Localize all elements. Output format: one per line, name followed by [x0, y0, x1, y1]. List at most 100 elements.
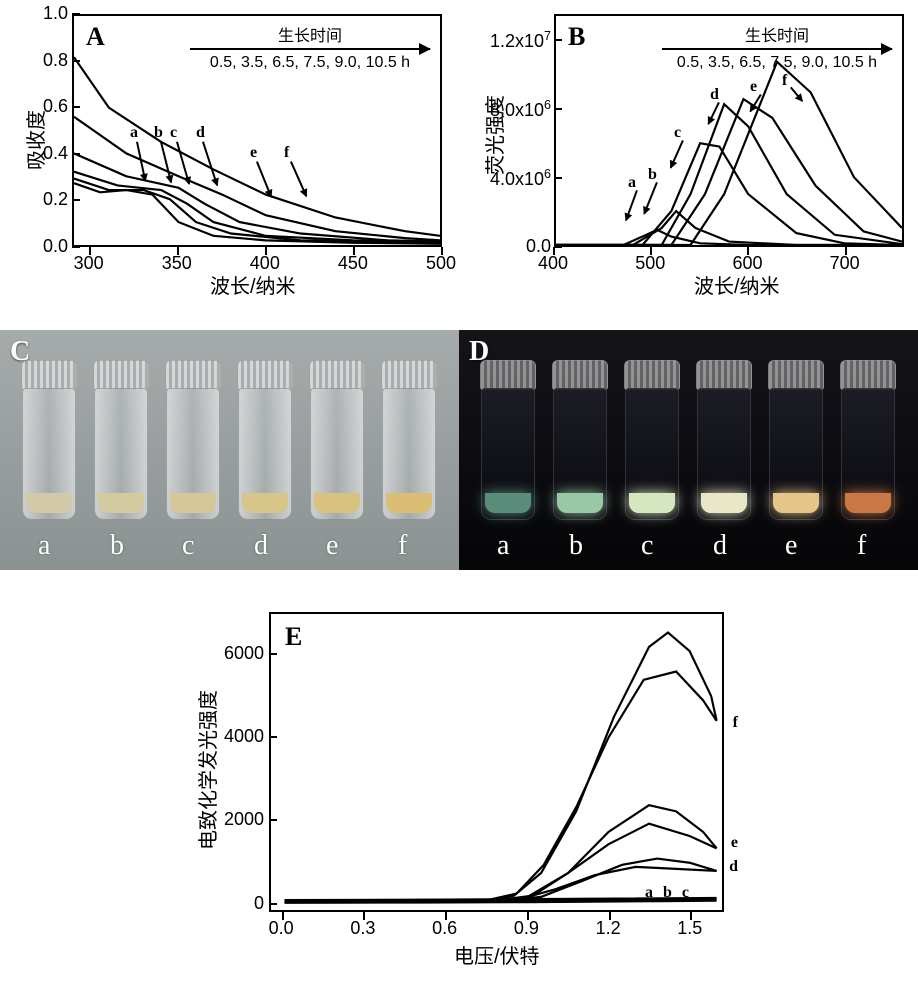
- lead-a-b: [160, 142, 172, 183]
- vial-liquid: [242, 493, 288, 513]
- ytick-a: [72, 153, 80, 155]
- chart-frame-a: A 生长时间 0.5, 3.5, 6.5, 7.5, 9.0, 10.5 h a…: [72, 14, 442, 247]
- vial-body: [625, 388, 679, 520]
- vial-b: [549, 360, 611, 530]
- vial-liquid: [26, 493, 72, 513]
- legend-title-a: 生长时间: [190, 22, 430, 46]
- vial-body: [697, 388, 751, 520]
- vial-label-b: b: [569, 530, 583, 562]
- vial-d: [234, 360, 296, 530]
- lead-b-c: [670, 140, 684, 168]
- curve-label-b-c: c: [674, 124, 681, 142]
- xtick-label-a: 350: [162, 253, 192, 274]
- panel-d: D a b c: [459, 330, 918, 570]
- panel-e: E f e d a b c 0 2000 4000 6000 0.0 0.3 0…: [164, 600, 754, 980]
- ytick-b: [554, 39, 562, 41]
- vial-cap: [237, 360, 293, 390]
- curve-label-e-abc: a b c: [645, 884, 692, 902]
- vial-c: [162, 360, 224, 530]
- curve-label-b-f: f: [782, 72, 787, 90]
- ytick-a: [72, 246, 80, 248]
- panel-b: B 生长时间 0.5, 3.5, 6.5, 7.5, 9.0, 10.5 h a…: [459, 0, 918, 300]
- ytick-a: [72, 13, 80, 15]
- lead-b-e: [749, 94, 761, 112]
- ytick-label-e: 0: [254, 893, 264, 914]
- xtick-label-e: 0.6: [432, 918, 457, 939]
- curve-label-a-d: d: [196, 124, 205, 142]
- vial-label-c: c: [182, 530, 194, 562]
- vial-cap: [624, 360, 680, 390]
- vial-cap: [165, 360, 221, 390]
- xtick-label-a: 450: [338, 253, 368, 274]
- chart-frame-e: E f e d a b c: [269, 612, 724, 912]
- vial-body: [238, 388, 292, 520]
- xlabel-a: 波长/纳米: [210, 270, 296, 299]
- vial-body: [769, 388, 823, 520]
- vial-liquid: [701, 493, 747, 513]
- ytick-e: [269, 653, 277, 655]
- legend-a: 生长时间 0.5, 3.5, 6.5, 7.5, 9.0, 10.5 h: [190, 22, 430, 72]
- ytick-label-a: 1.0: [43, 3, 68, 24]
- legend-title-b: 生长时间: [662, 22, 892, 46]
- ytick-label-a: 0.8: [43, 50, 68, 71]
- panel-c: C a b c: [0, 330, 459, 570]
- vial-liquid: [314, 493, 360, 513]
- vial-label-f: f: [398, 530, 407, 562]
- vial-label-e: e: [785, 530, 797, 562]
- vial-d: [693, 360, 755, 530]
- legend-b: 生长时间 0.5, 3.5, 6.5, 7.5, 9.0, 10.5 h: [662, 22, 892, 72]
- vial-liquid: [98, 493, 144, 513]
- xtick-label-b: 700: [830, 253, 860, 274]
- ytick-e: [269, 903, 277, 905]
- vial-cap: [840, 360, 896, 390]
- curve-label-b-a: a: [628, 174, 636, 192]
- vial-a: [477, 360, 539, 530]
- vial-a: [18, 360, 80, 530]
- xlabel-e: 电压/伏特: [454, 940, 540, 969]
- ytick-b: [554, 108, 562, 110]
- curve-label-b-e: e: [750, 78, 757, 96]
- vial-label-f: f: [857, 530, 866, 562]
- lead-a-e: [256, 161, 272, 197]
- vial-cap: [93, 360, 149, 390]
- legend-values-b: 0.5, 3.5, 6.5, 7.5, 9.0, 10.5 h: [662, 54, 892, 72]
- ytick-b: [554, 246, 562, 248]
- ytick-label-e: 6000: [224, 643, 264, 664]
- panel-letter-a: A: [86, 22, 105, 52]
- panel-a: A 生长时间 0.5, 3.5, 6.5, 7.5, 9.0, 10.5 h a…: [0, 0, 459, 300]
- vial-body: [841, 388, 895, 520]
- vial-e: [306, 360, 368, 530]
- ylabel-e: 电致化学发光强度: [192, 690, 221, 850]
- vial-c: [621, 360, 683, 530]
- ytick-label-a: 0.2: [43, 189, 68, 210]
- lead-b-f: [790, 87, 803, 102]
- lead-b-a: [625, 190, 637, 221]
- vial-body: [310, 388, 364, 520]
- xtick-label-a: 500: [426, 253, 456, 274]
- vial-liquid: [170, 493, 216, 513]
- vial-liquid: [845, 493, 891, 513]
- ytick-a: [72, 60, 80, 62]
- panel-letter-b: B: [568, 22, 585, 52]
- ytick-a: [72, 106, 80, 108]
- vial-body: [94, 388, 148, 520]
- vial-f: [837, 360, 899, 530]
- vial-label-a: a: [38, 530, 50, 562]
- vial-body: [382, 388, 436, 520]
- vial-body: [481, 388, 535, 520]
- curve-label-e-e: e: [731, 834, 738, 852]
- legend-values-a: 0.5, 3.5, 6.5, 7.5, 9.0, 10.5 h: [190, 54, 430, 72]
- xtick-label-b: 400: [538, 253, 568, 274]
- lead-a-f: [290, 161, 307, 196]
- legend-arrow-a: [190, 48, 430, 50]
- ytick-a: [72, 199, 80, 201]
- curve-label-a-c: c: [170, 124, 177, 142]
- vial-body: [166, 388, 220, 520]
- vial-liquid: [629, 493, 675, 513]
- vial-label-e: e: [326, 530, 338, 562]
- ytick-label-e: 2000: [224, 809, 264, 830]
- xtick-label-e: 0.9: [514, 918, 539, 939]
- vial-e: [765, 360, 827, 530]
- vial-label-a: a: [497, 530, 509, 562]
- vial-b: [90, 360, 152, 530]
